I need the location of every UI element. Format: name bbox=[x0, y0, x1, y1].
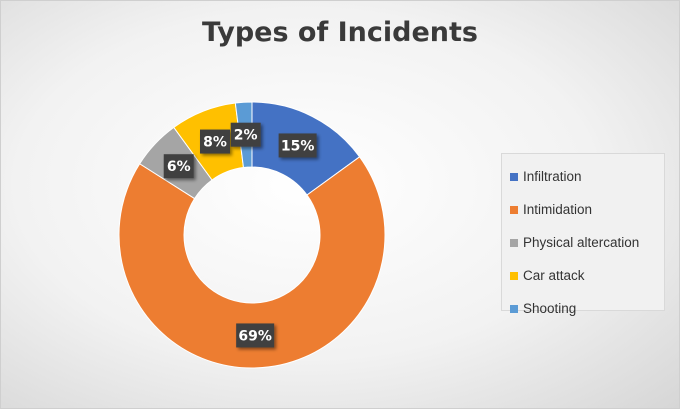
legend-label: Physical altercation bbox=[523, 235, 640, 250]
legend-swatch bbox=[510, 172, 518, 181]
data-label-car-attack: 8% bbox=[200, 129, 231, 154]
legend-swatch bbox=[510, 304, 518, 313]
legend-label: Shooting bbox=[523, 301, 577, 316]
legend-item-shooting: Shooting bbox=[510, 292, 664, 325]
data-label-shooting: 2% bbox=[230, 122, 261, 147]
chart-legend: Infiltration Intimidation Physical alterca… bbox=[501, 153, 665, 316]
slice-intimidation bbox=[118, 156, 386, 369]
data-label-physical-altercation: 6% bbox=[163, 154, 194, 179]
svg-text:8%: 8% bbox=[203, 135, 227, 151]
legend-label: Car attack bbox=[523, 268, 585, 283]
data-label-intimidation: 69% bbox=[236, 323, 275, 348]
legend-label: Infiltration bbox=[523, 169, 582, 184]
legend-item-physical-altercation: Physical altercation bbox=[510, 226, 664, 259]
data-label-infiltration: 15% bbox=[278, 133, 317, 158]
legend-item-intimidation: Intimidation bbox=[510, 193, 664, 226]
chart-title: Types of Incidents bbox=[202, 17, 478, 48]
svg-text:15%: 15% bbox=[281, 138, 315, 154]
legend-item-car-attack: Car attack bbox=[510, 259, 664, 292]
legend-swatch bbox=[510, 205, 518, 214]
svg-text:6%: 6% bbox=[167, 159, 191, 175]
svg-text:2%: 2% bbox=[234, 128, 258, 144]
legend-swatch bbox=[510, 271, 518, 280]
legend-item-infiltration: Infiltration bbox=[510, 160, 664, 193]
legend-label: Intimidation bbox=[523, 202, 593, 217]
legend-swatch bbox=[510, 238, 518, 247]
svg-text:69%: 69% bbox=[238, 328, 272, 344]
